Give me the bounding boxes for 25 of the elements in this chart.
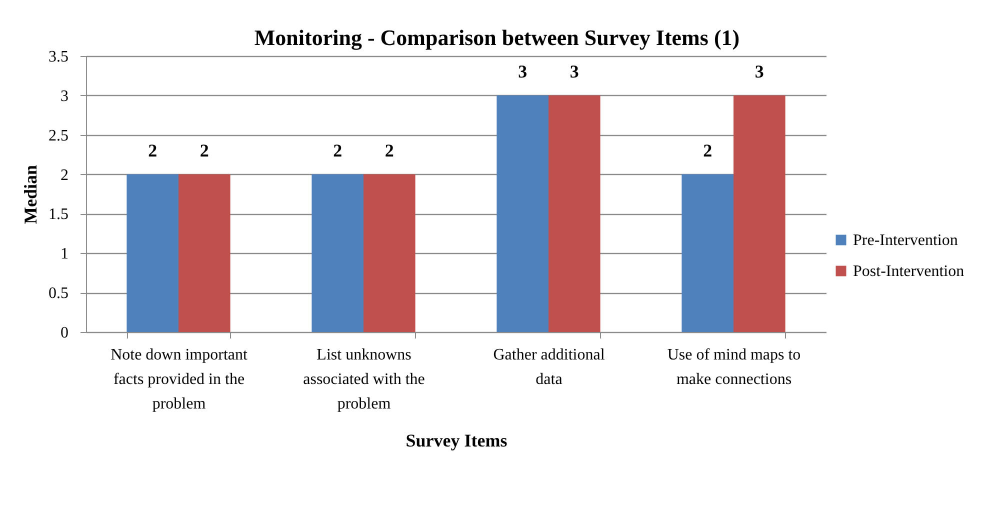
- y-tick-label: 1: [60, 246, 68, 263]
- y-tick-label: 0.5: [48, 285, 68, 302]
- data-label: 3: [570, 61, 579, 82]
- legend-label: Post-Intervention: [853, 263, 964, 280]
- x-tick-label: Gather additional data: [493, 346, 606, 388]
- chart-title: Monitoring - Comparison between Survey Items (1): [254, 25, 740, 50]
- x-tick-label: List unknowns associated with the problem: [303, 346, 425, 412]
- data-label: 3: [754, 61, 764, 82]
- y-axis-title: Median: [20, 164, 40, 224]
- y-tick-label: 2: [60, 166, 68, 184]
- data-label: 2: [200, 140, 209, 160]
- y-tick-label: 0: [60, 324, 68, 342]
- data-label: 2: [333, 140, 342, 160]
- x-tick-label: Use of mind maps to make connections: [667, 346, 801, 388]
- x-axis-title: Survey Items: [406, 430, 508, 450]
- y-tick-label: 3.5: [48, 48, 68, 66]
- y-tick-label: 1.5: [48, 206, 68, 224]
- legend-label: Pre-Intervention: [853, 232, 958, 249]
- data-label: 2: [703, 140, 712, 160]
- data-label: 2: [384, 140, 394, 160]
- y-tick-label: 3: [60, 88, 68, 105]
- data-label: 2: [148, 140, 158, 160]
- x-tick-label: Note down important facts provided in the problem: [110, 346, 248, 412]
- data-label: 3: [518, 61, 528, 82]
- y-tick-label: 2.5: [48, 127, 68, 144]
